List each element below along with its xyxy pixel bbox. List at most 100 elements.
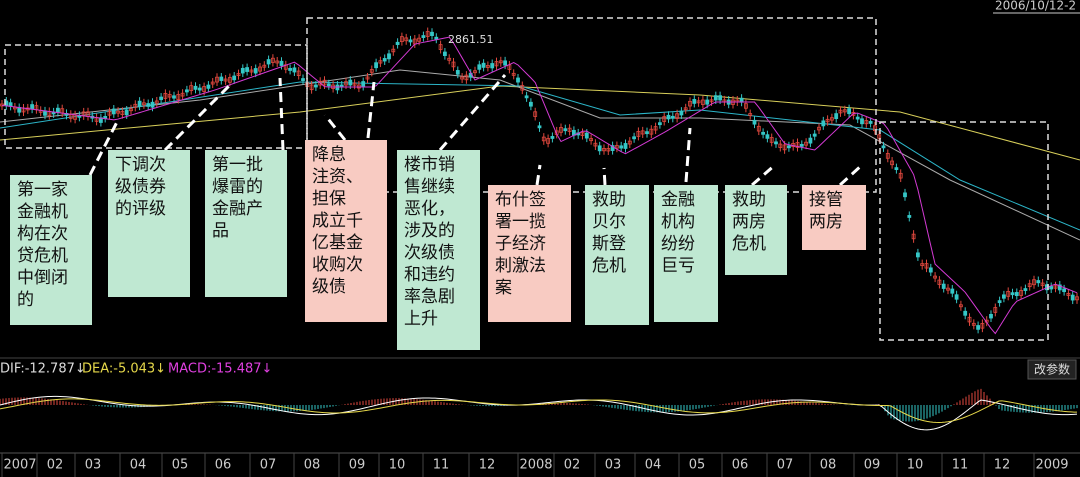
candle <box>266 59 271 65</box>
x-tick-label: 12 <box>479 458 496 473</box>
x-tick-label: 08 <box>304 458 321 473</box>
annotation-box <box>585 185 649 325</box>
candle <box>258 66 262 72</box>
candle <box>787 145 791 149</box>
arrow <box>438 74 507 151</box>
candle <box>602 147 606 152</box>
candle <box>288 68 293 71</box>
candle <box>404 37 409 42</box>
candle <box>275 60 280 64</box>
annotation-text: 注资、 <box>312 167 363 187</box>
candle <box>206 84 211 89</box>
candle <box>477 64 482 70</box>
annotation-text: 救助 <box>732 190 766 210</box>
candle <box>1057 284 1062 291</box>
x-tick-label: 07 <box>777 458 794 473</box>
candle <box>193 85 198 90</box>
candle <box>210 81 215 85</box>
candle <box>683 107 688 111</box>
candle <box>511 72 516 76</box>
annotation-text: 中倒闭 <box>17 268 68 288</box>
x-tick-label: 02 <box>47 458 64 473</box>
candle <box>374 62 379 69</box>
param-button[interactable] <box>1027 359 1077 380</box>
candle <box>619 145 624 149</box>
candle <box>890 160 894 166</box>
annotation-box <box>654 185 718 322</box>
candle <box>120 110 125 116</box>
annotation-text: 担保 <box>312 189 346 209</box>
candle <box>249 69 254 73</box>
annotation-text: 救助 <box>592 190 626 210</box>
annotation-text: 级债 <box>312 277 346 297</box>
candle <box>851 111 856 116</box>
x-tick-label: 03 <box>85 458 102 473</box>
candle <box>56 107 60 113</box>
candle <box>498 60 503 64</box>
candle <box>761 131 765 135</box>
arrow <box>684 127 692 183</box>
candle <box>124 109 129 116</box>
candle <box>1036 280 1041 284</box>
candle <box>670 115 675 119</box>
x-tick-label: 08 <box>820 458 837 473</box>
candle <box>369 69 374 73</box>
candle <box>408 39 413 43</box>
candle <box>623 143 628 149</box>
annotation-text: 第一家 <box>17 180 68 200</box>
candle <box>954 294 959 300</box>
candle <box>744 103 748 109</box>
candle <box>924 263 929 269</box>
candle <box>1053 285 1058 289</box>
candle <box>395 41 400 45</box>
annotation-text: 两房 <box>809 212 843 232</box>
candle <box>679 110 684 116</box>
param-button-label[interactable]: 改参数 <box>1034 362 1070 377</box>
candle <box>451 61 456 68</box>
candle <box>279 60 284 66</box>
annotation-text: 和违约 <box>404 265 455 285</box>
candle <box>240 67 245 74</box>
candle <box>838 109 843 114</box>
candle <box>649 128 654 135</box>
candle <box>167 94 172 98</box>
x-tick-label: 11 <box>433 458 450 473</box>
candle <box>546 138 550 144</box>
candle <box>232 75 237 81</box>
candle <box>494 61 499 67</box>
candle <box>301 78 305 81</box>
arrow <box>366 81 376 139</box>
candle <box>589 138 593 142</box>
candle <box>460 76 465 80</box>
frame <box>4 44 308 149</box>
annotation-text: 机构 <box>661 212 695 232</box>
candle <box>146 103 151 107</box>
annotation-text: 接管 <box>809 190 843 210</box>
candle <box>378 60 383 64</box>
candle <box>1002 294 1006 299</box>
annotation-text: 降息 <box>312 145 346 165</box>
annotation-text: 楼市销 <box>404 155 455 175</box>
candle <box>163 92 168 99</box>
candle <box>215 76 219 83</box>
candle <box>442 51 447 56</box>
candle <box>1066 292 1071 296</box>
dif-label: DIF:-12.787↓ <box>0 362 86 377</box>
candle <box>916 252 920 258</box>
candle <box>675 113 679 119</box>
annotation-text: 斯登 <box>592 234 626 254</box>
candle <box>946 287 950 291</box>
candle <box>361 81 366 87</box>
annotation-text: 涉及的 <box>404 221 455 241</box>
candle <box>348 79 353 86</box>
x-tick-label: 2008 <box>519 458 552 473</box>
candle <box>550 136 555 139</box>
candle <box>640 130 645 135</box>
candle <box>928 267 933 273</box>
candle <box>774 141 778 145</box>
candle <box>202 86 207 92</box>
annotation-text: 贷危机 <box>17 246 68 266</box>
annotation-box <box>205 150 287 297</box>
candle <box>434 36 439 40</box>
